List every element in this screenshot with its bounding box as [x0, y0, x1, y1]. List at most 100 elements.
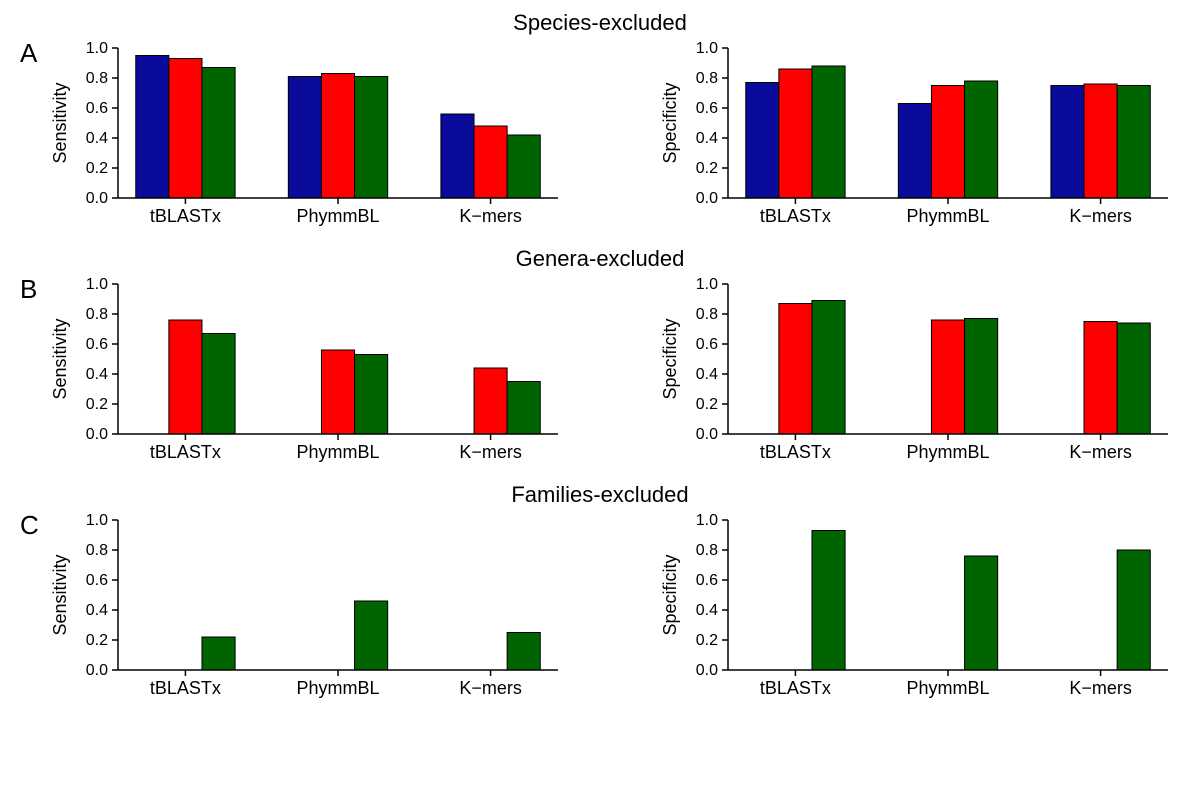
y-tick-label: 0.2	[696, 632, 718, 649]
bar-tBLASTx-s1	[746, 83, 779, 199]
x-category-label: K−mers	[1069, 206, 1132, 226]
x-category-label: tBLASTx	[150, 442, 221, 462]
bar-K−mers-s2	[474, 368, 507, 434]
y-tick-label: 0.0	[696, 662, 718, 679]
left-panel: C0.00.20.40.60.81.0tBLASTxPhymmBLK−mersS…	[20, 510, 570, 710]
y-axis-label: Specificity	[660, 82, 680, 163]
bar-K−mers-s3	[507, 382, 540, 435]
y-tick-label: 0.8	[86, 70, 108, 87]
chart-holder: 0.00.20.40.60.81.0tBLASTxPhymmBLK−mersSe…	[48, 274, 570, 474]
bar-PhymmBL-s3	[355, 355, 388, 435]
bar-tBLASTx-s3	[812, 531, 845, 671]
bar-K−mers-s3	[507, 135, 540, 198]
bar-K−mers-s2	[474, 126, 507, 198]
row-letter: B	[20, 274, 48, 305]
y-tick-label: 0.8	[86, 542, 108, 559]
row-A: Species-excludedA0.00.20.40.60.81.0tBLAS…	[20, 10, 1180, 238]
y-tick-label: 0.4	[696, 602, 718, 619]
bar-PhymmBL-s1	[898, 104, 931, 199]
chart-holder: 0.00.20.40.60.81.0tBLASTxPhymmBLK−mersSe…	[48, 38, 570, 238]
chart-holder: 0.00.20.40.60.81.0tBLASTxPhymmBLK−mersSp…	[658, 274, 1180, 474]
bar-tBLASTx-s2	[169, 320, 202, 434]
row-panels: A 0.0 0.2 0.4 0.6 0.8 1.0 tBLASTx PhymmBL K−mers S…	[20, 38, 1180, 238]
bar-K−mers-s3	[1117, 550, 1150, 670]
y-tick-label: 0.0	[86, 426, 108, 443]
x-category-label: PhymmBL	[296, 442, 379, 462]
chart-2-1: 0.00.20.40.60.81.0tBLASTxPhymmBLK−mersSp…	[658, 510, 1178, 710]
y-tick-label: 0.8	[86, 306, 108, 323]
y-tick-label: 0.6	[86, 100, 108, 117]
right-panel: 0.00.20.40.60.81.0tBLASTxPhymmBLK−mersSp…	[630, 274, 1180, 474]
chart-0-1: 0.00.20.40.60.81.0tBLASTxPhymmBLK−mersSp…	[658, 38, 1178, 238]
y-tick-label: 0.8	[696, 70, 718, 87]
y-tick-label: 0.4	[86, 130, 108, 147]
y-tick-label: 0.0	[696, 426, 718, 443]
right-panel: 0.00.20.40.60.81.0tBLASTxPhymmBLK−mersSp…	[630, 38, 1180, 238]
y-tick-label: 0.2	[696, 160, 718, 177]
figure: Species-excludedA0.00.20.40.60.81.0tBLAS…	[20, 10, 1180, 710]
bar-PhymmBL-s3	[965, 556, 998, 670]
y-tick-label: 1.0	[86, 40, 108, 57]
bar-K−mers-s2	[1084, 84, 1117, 198]
chart-1-1: 0.00.20.40.60.81.0tBLASTxPhymmBLK−mersSp…	[658, 274, 1178, 474]
bar-PhymmBL-s2	[931, 320, 964, 434]
x-category-label: K−mers	[459, 206, 522, 226]
bar-PhymmBL-s3	[965, 81, 998, 198]
chart-holder: 0.00.20.40.60.81.0tBLASTxPhymmBLK−mersSp…	[658, 38, 1180, 238]
x-category-label: K−mers	[459, 678, 522, 698]
row-panels: C0.00.20.40.60.81.0tBLASTxPhymmBLK−mersS…	[20, 510, 1180, 710]
bar-K−mers-s3	[507, 633, 540, 671]
x-category-label: tBLASTx	[760, 442, 831, 462]
y-tick-label: 0.2	[86, 396, 108, 413]
row-panels: B 0.0 0.2 0.4 0.6 0.8 1.0 tBLASTx PhymmBL K−mers S…	[20, 274, 1180, 474]
x-category-label: PhymmBL	[906, 206, 989, 226]
bar-tBLASTx-s2	[779, 69, 812, 198]
x-category-label: tBLASTx	[150, 678, 221, 698]
chart-0-0: 0.00.20.40.60.81.0tBLASTxPhymmBLK−mersSe…	[48, 38, 568, 238]
bar-tBLASTx-s3	[202, 334, 235, 435]
x-category-label: tBLASTx	[760, 678, 831, 698]
bar-tBLASTx-s3	[812, 301, 845, 435]
bar-K−mers-s3	[1117, 323, 1150, 434]
row-title: Families-excluded	[20, 482, 1180, 508]
bar-tBLASTx-s2	[779, 304, 812, 435]
y-tick-label: 0.6	[696, 100, 718, 117]
y-tick-label: 0.8	[696, 542, 718, 559]
x-category-label: PhymmBL	[906, 442, 989, 462]
y-tick-label: 0.6	[696, 336, 718, 353]
y-tick-label: 1.0	[696, 276, 718, 293]
left-panel: B0.00.20.40.60.81.0tBLASTxPhymmBLK−mersS…	[20, 274, 570, 474]
y-tick-label: 0.6	[696, 572, 718, 589]
y-axis-label: Sensitivity	[50, 554, 70, 635]
chart-holder: 0.00.20.40.60.81.0tBLASTxPhymmBLK−mersSe…	[48, 510, 570, 710]
bar-tBLASTx-s3	[202, 68, 235, 199]
x-category-label: K−mers	[1069, 678, 1132, 698]
bar-PhymmBL-s2	[931, 86, 964, 199]
chart-1-0: 0.00.20.40.60.81.0tBLASTxPhymmBLK−mersSe…	[48, 274, 568, 474]
x-category-label: K−mers	[1069, 442, 1132, 462]
x-category-label: tBLASTx	[150, 206, 221, 226]
y-tick-label: 0.6	[86, 572, 108, 589]
y-axis-label: Specificity	[660, 554, 680, 635]
y-tick-label: 0.2	[86, 632, 108, 649]
chart-2-0: 0.00.20.40.60.81.0tBLASTxPhymmBLK−mersSe…	[48, 510, 568, 710]
y-tick-label: 0.0	[86, 190, 108, 207]
y-tick-label: 1.0	[696, 40, 718, 57]
y-tick-label: 0.4	[86, 366, 108, 383]
y-tick-label: 0.4	[86, 602, 108, 619]
bar-tBLASTx-s2	[169, 59, 202, 199]
row-letter: C	[20, 510, 48, 541]
x-category-label: PhymmBL	[906, 678, 989, 698]
row-B: Genera-excludedB0.00.20.40.60.81.0tBLAST…	[20, 246, 1180, 474]
x-category-label: PhymmBL	[296, 206, 379, 226]
y-axis-label: Sensitivity	[50, 82, 70, 163]
y-axis-label: Sensitivity	[50, 318, 70, 399]
x-category-label: K−mers	[459, 442, 522, 462]
bar-K−mers-s3	[1117, 86, 1150, 199]
bar-PhymmBL-s2	[321, 350, 354, 434]
y-axis-label: Specificity	[660, 318, 680, 399]
y-tick-label: 1.0	[86, 276, 108, 293]
bar-tBLASTx-s3	[202, 637, 235, 670]
row-letter: A	[20, 38, 48, 69]
bar-PhymmBL-s2	[321, 74, 354, 199]
